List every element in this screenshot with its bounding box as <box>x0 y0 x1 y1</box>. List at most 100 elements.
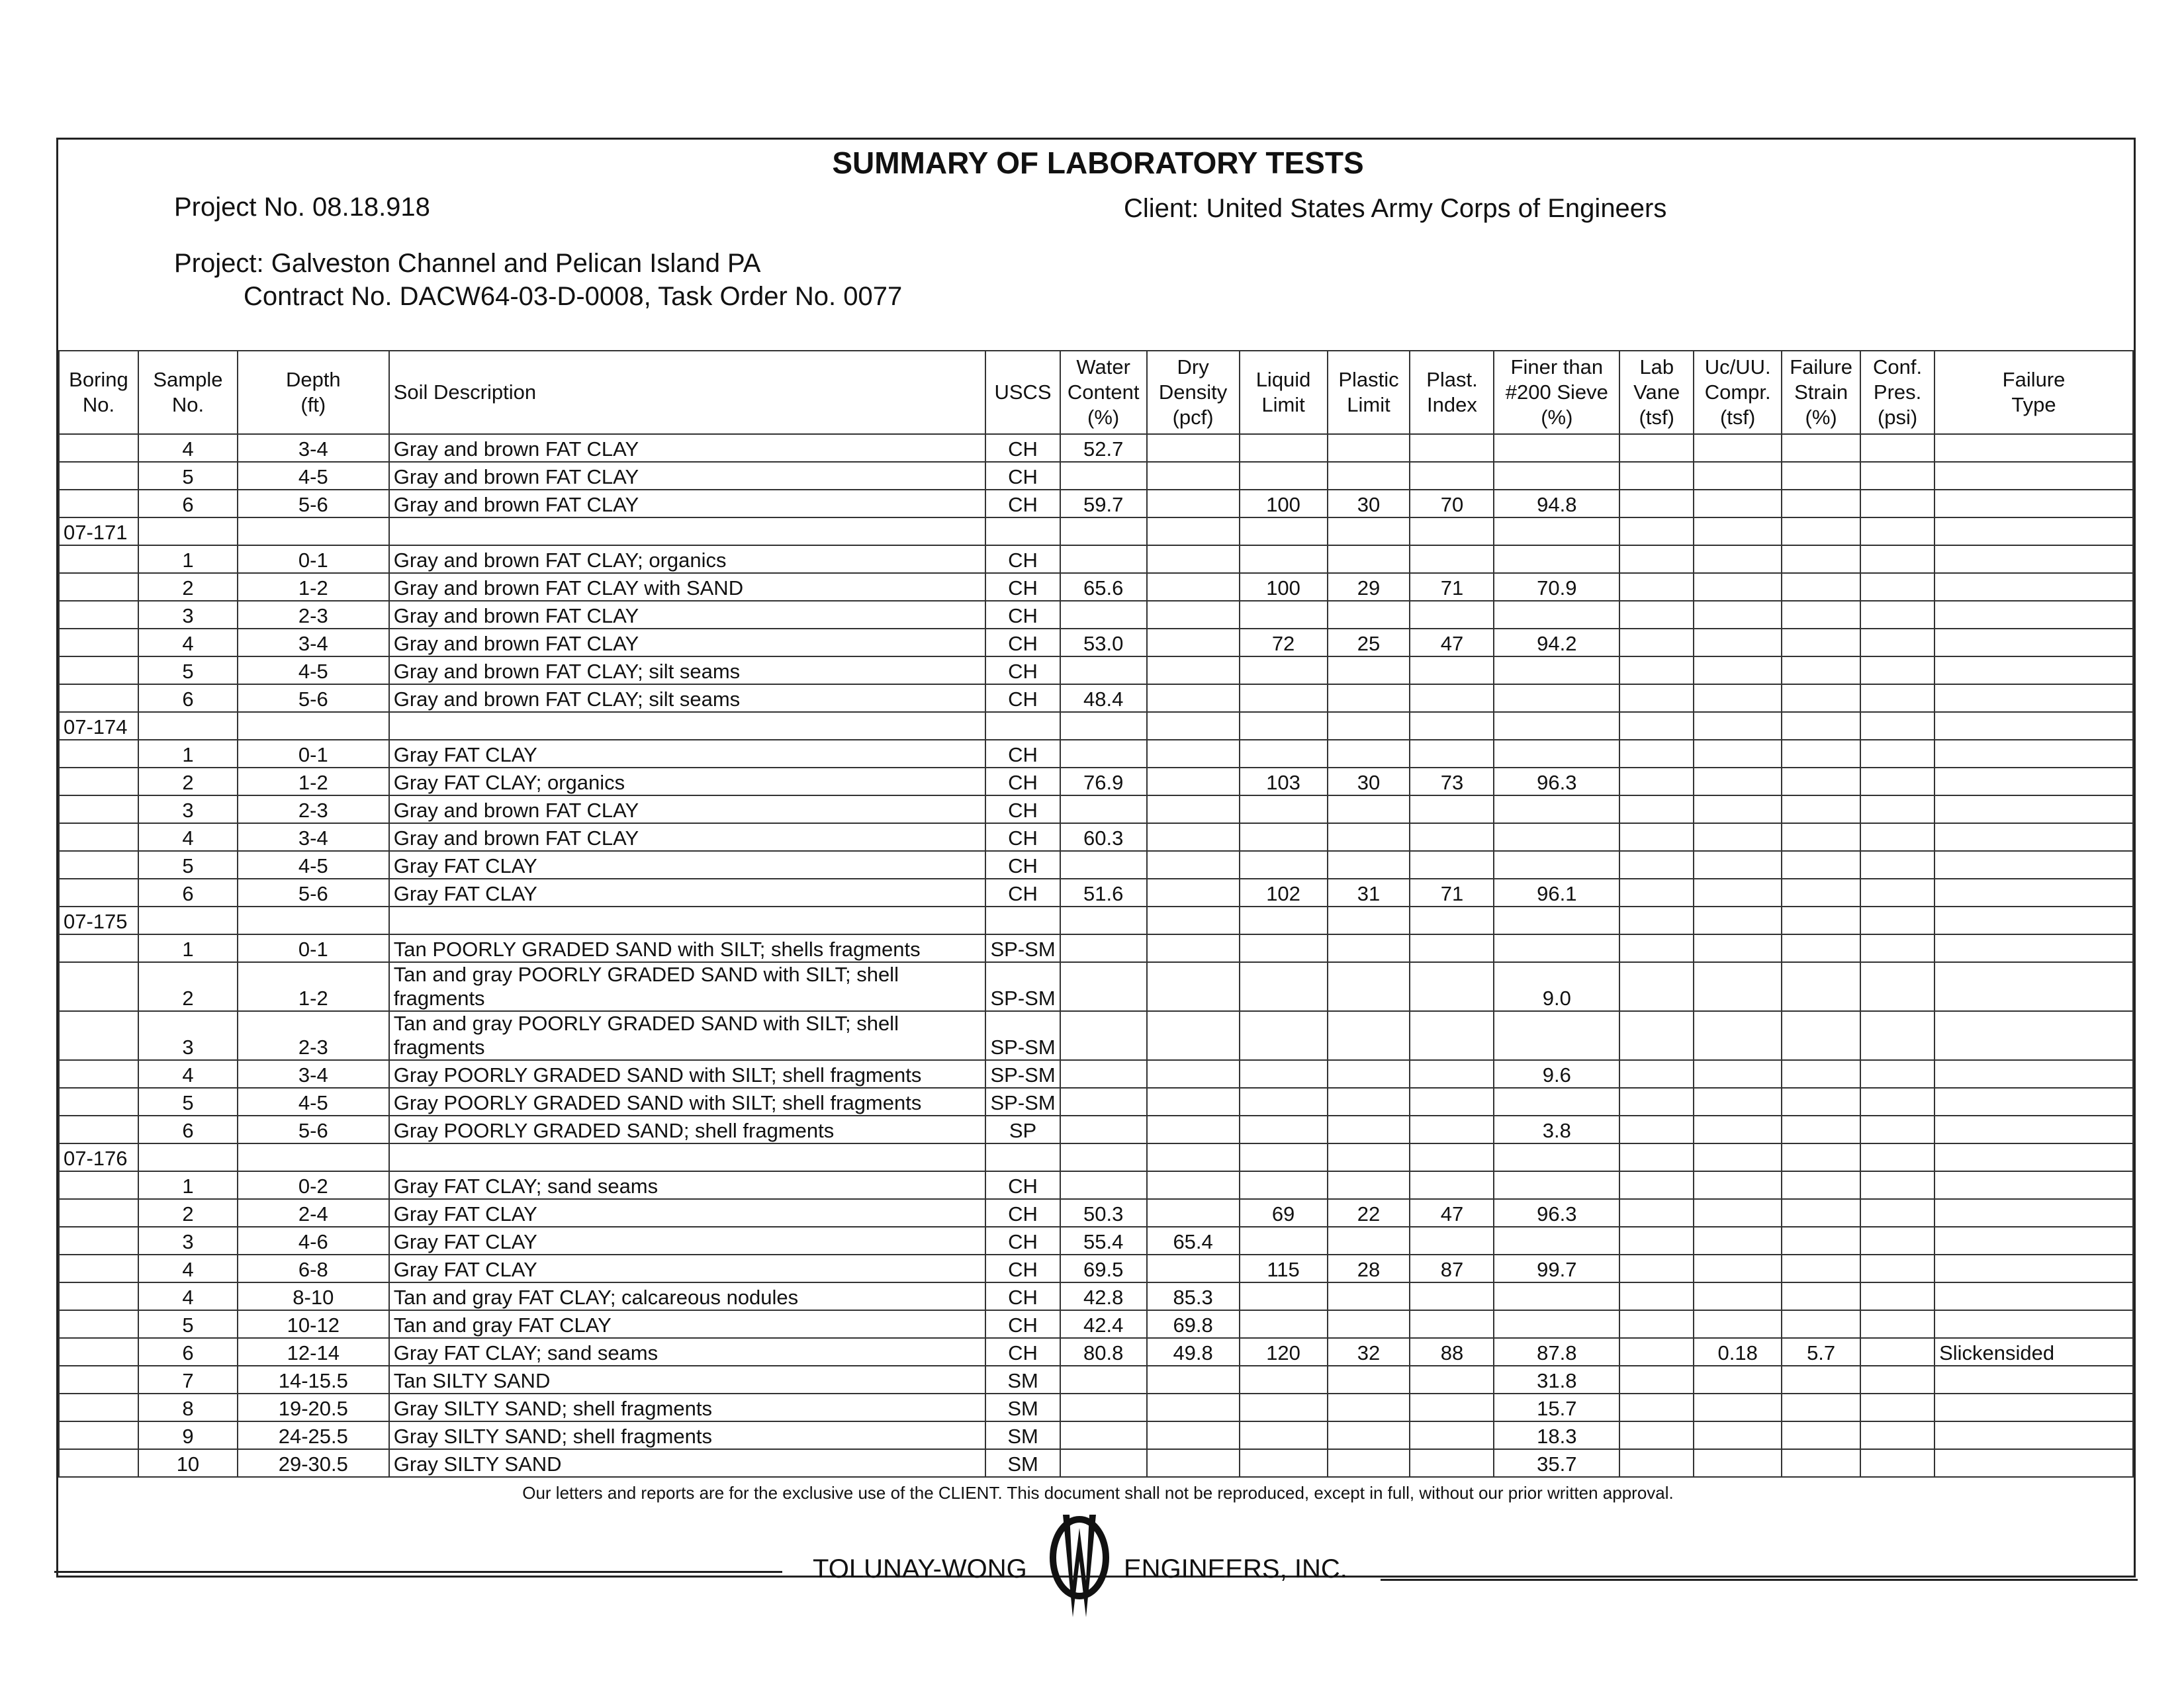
cell-lab-vane <box>1619 1254 1695 1283</box>
cell-sample-no: 3 <box>137 795 238 824</box>
cell-failure-type <box>1934 711 2134 740</box>
cell-depth: 14-15.5 <box>236 1365 390 1394</box>
cell-finer-200 <box>1493 1282 1621 1311</box>
cell-finer-200 <box>1493 517 1621 546</box>
cell-soil-description: Gray POORLY GRADED SAND with SILT; shell… <box>388 1059 987 1089</box>
cell-compr <box>1693 878 1783 907</box>
cell-conf-pres <box>1860 795 1936 824</box>
cell-liquid-limit <box>1238 1171 1328 1200</box>
cell-depth: 8-10 <box>236 1282 390 1311</box>
cell-uscs: CH <box>985 1198 1061 1227</box>
cell-sample-no: 3 <box>137 1010 238 1061</box>
cell-failure-type <box>1934 517 2134 546</box>
cell-compr <box>1693 545 1783 574</box>
cell-conf-pres <box>1860 1282 1936 1311</box>
cell-plastic-limit <box>1326 739 1411 768</box>
cell-sample-no <box>137 517 238 546</box>
cell-liquid-limit <box>1238 961 1328 1012</box>
cell-sample-no: 6 <box>137 1115 238 1144</box>
cell-sample-no: 1 <box>137 739 238 768</box>
cell-conf-pres <box>1860 1059 1936 1089</box>
cell-plast-index <box>1409 934 1495 963</box>
cell-depth: 6-8 <box>236 1254 390 1283</box>
cell-soil-description: Gray FAT CLAY; organics <box>388 767 987 796</box>
cell-sample-no: 4 <box>137 1282 238 1311</box>
cell-depth: 29-30.5 <box>236 1449 390 1478</box>
cell-depth: 4-5 <box>236 1087 390 1116</box>
table-row: 9 24-25.5 Gray SILTY SAND; shell fragments… <box>58 1421 2134 1450</box>
cell-compr <box>1693 517 1783 546</box>
cell-boring-no <box>58 545 139 574</box>
cell-plastic-limit: 28 <box>1326 1254 1411 1283</box>
cell-depth: 5-6 <box>236 489 390 518</box>
table-row: 4 3-4 Gray POORLY GRADED SAND with SILT; s… <box>58 1059 2134 1089</box>
cell-boring-no: 07-175 <box>58 906 139 935</box>
cell-plastic-limit: 31 <box>1326 878 1411 907</box>
cell-soil-description: Gray and brown FAT CLAY; silt seams <box>388 684 987 713</box>
cell-depth <box>236 1143 390 1172</box>
cell-liquid-limit: 69 <box>1238 1198 1328 1227</box>
cell-water-content: 48.4 <box>1059 684 1148 713</box>
cell-soil-description <box>388 711 987 740</box>
cell-boring-no <box>58 1393 139 1422</box>
cell-plastic-limit <box>1326 795 1411 824</box>
cell-plast-index: 87 <box>1409 1254 1495 1283</box>
cell-sample-no: 3 <box>137 1226 238 1255</box>
cell-dry-density <box>1146 1143 1240 1172</box>
cell-failure-type <box>1934 628 2134 657</box>
cell-soil-description: Gray and brown FAT CLAY <box>388 600 987 629</box>
cell-sample-no: 4 <box>137 433 238 463</box>
cell-plastic-limit <box>1326 461 1411 490</box>
cell-failure-strain <box>1781 461 1862 490</box>
cell-plast-index: 71 <box>1409 878 1495 907</box>
cell-finer-200: 99.7 <box>1493 1254 1621 1283</box>
cell-plast-index <box>1409 1143 1495 1172</box>
cell-depth: 3-4 <box>236 823 390 852</box>
cell-liquid-limit <box>1238 934 1328 963</box>
cell-water-content: 60.3 <box>1059 823 1148 852</box>
cell-liquid-limit <box>1238 600 1328 629</box>
cell-boring-no <box>58 1087 139 1116</box>
cell-liquid-limit <box>1238 517 1328 546</box>
cell-plastic-limit <box>1326 823 1411 852</box>
cell-water-content <box>1059 934 1148 963</box>
cell-plastic-limit <box>1326 1226 1411 1255</box>
cell-soil-description: Gray SILTY SAND; shell fragments <box>388 1421 987 1450</box>
column-header-boring-no: Boring No. <box>58 350 139 435</box>
cell-failure-type <box>1934 961 2134 1012</box>
cell-lab-vane <box>1619 850 1695 879</box>
cell-dry-density <box>1146 1254 1240 1283</box>
cell-boring-no <box>58 1337 139 1366</box>
cell-dry-density <box>1146 906 1240 935</box>
cell-uscs <box>985 711 1061 740</box>
cell-compr <box>1693 739 1783 768</box>
cell-lab-vane <box>1619 1171 1695 1200</box>
cell-soil-description: Gray FAT CLAY <box>388 850 987 879</box>
cell-failure-strain <box>1781 767 1862 796</box>
table-row: 5 10-12 Tan and gray FAT CLAY CH 42.4 69.8 <box>58 1310 2134 1339</box>
cell-failure-strain <box>1781 1115 1862 1144</box>
cell-compr <box>1693 767 1783 796</box>
cell-plast-index: 88 <box>1409 1337 1495 1366</box>
cell-failure-type <box>1934 1143 2134 1172</box>
table-row: 5 4-5 Gray POORLY GRADED SAND with SILT; s… <box>58 1087 2134 1116</box>
cell-boring-no <box>58 433 139 463</box>
cell-compr <box>1693 1365 1783 1394</box>
cell-liquid-limit <box>1238 684 1328 713</box>
cell-failure-type <box>1934 684 2134 713</box>
cell-sample-no: 1 <box>137 934 238 963</box>
cell-dry-density <box>1146 1365 1240 1394</box>
cell-depth: 4-6 <box>236 1226 390 1255</box>
cell-sample-no: 10 <box>137 1449 238 1478</box>
cell-liquid-limit <box>1238 906 1328 935</box>
cell-soil-description: Gray FAT CLAY; sand seams <box>388 1171 987 1200</box>
company-logo-icon <box>1050 1515 1109 1617</box>
cell-boring-no <box>58 1198 139 1227</box>
cell-finer-200: 87.8 <box>1493 1337 1621 1366</box>
cell-failure-strain <box>1781 961 1862 1012</box>
cell-failure-strain: 5.7 <box>1781 1337 1862 1366</box>
cell-failure-strain <box>1781 1143 1862 1172</box>
cell-failure-type <box>1934 1310 2134 1339</box>
cell-lab-vane <box>1619 545 1695 574</box>
cell-liquid-limit <box>1238 1421 1328 1450</box>
